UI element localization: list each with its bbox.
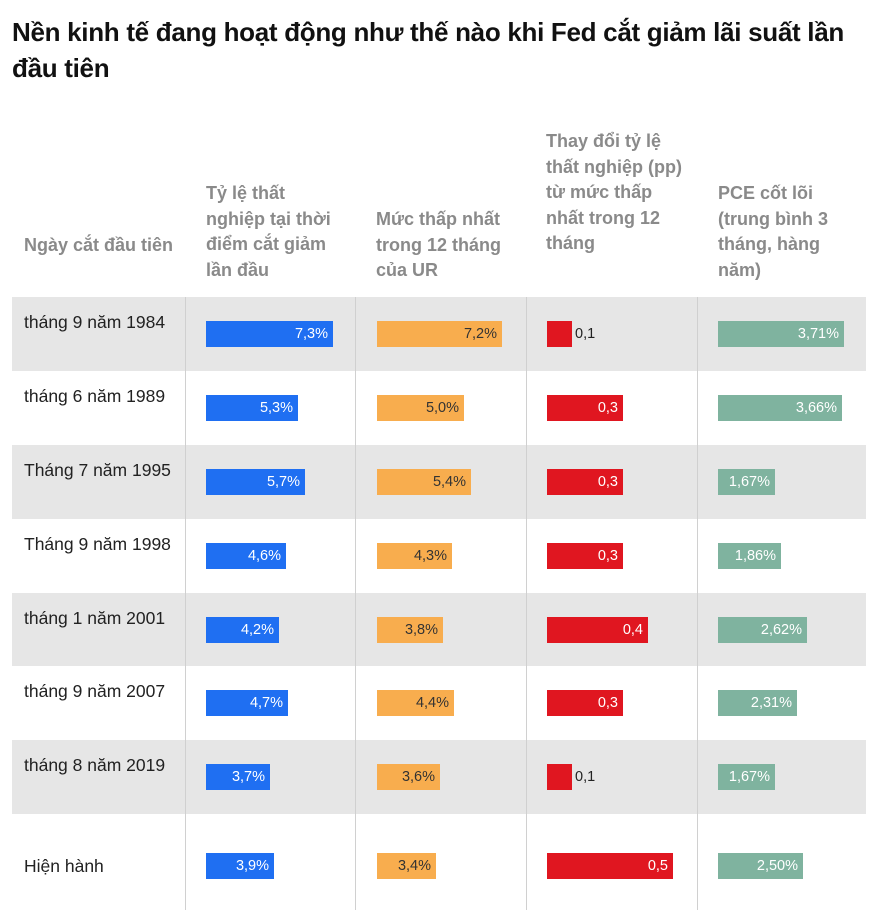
unemployment-value-label: 4,6% — [247, 548, 281, 564]
ur-low-bar — [377, 395, 464, 421]
pce-value-label: 1,86% — [734, 548, 776, 564]
ur-low-value-label: 3,4% — [397, 858, 431, 874]
ur-low-bar — [377, 853, 436, 879]
unemployment-value-label: 4,7% — [249, 695, 283, 711]
unemployment-bar — [206, 321, 333, 347]
row-date-label: tháng 9 năm 1984 — [24, 312, 166, 332]
ur-low-value-label: 4,3% — [413, 548, 447, 564]
column-divider — [355, 297, 356, 910]
change-value-label: 0,3 — [597, 695, 618, 711]
change-value-label: 0,1 — [575, 326, 596, 342]
row-date-label: Hiện hành — [24, 855, 104, 876]
pce-bar — [718, 617, 807, 643]
header-ur-low: Mức thấp nhất trong 12 tháng của UR — [376, 209, 501, 281]
unemployment-bar — [206, 617, 279, 643]
ur-low-bar — [377, 764, 440, 790]
change-value-label: 0,5 — [647, 858, 668, 874]
pce-bar — [718, 543, 781, 569]
change-value-label: 0,3 — [597, 474, 618, 490]
pce-value-label: 3,66% — [795, 400, 837, 416]
ur-low-bar — [377, 543, 452, 569]
unemployment-value-label: 3,7% — [231, 769, 265, 785]
unemployment-bar — [206, 853, 274, 879]
change-value-label: 0,3 — [597, 400, 618, 416]
ur-low-bar — [377, 690, 454, 716]
pce-value-label: 3,71% — [797, 326, 839, 342]
change-bar — [547, 617, 648, 643]
pce-bar — [718, 764, 775, 790]
header-change: Thay đổi tỷ lệ thất nghiệp (pp) từ mức t… — [546, 131, 682, 254]
unemployment-bar — [206, 469, 305, 495]
change-bar — [547, 764, 572, 790]
unemployment-bar — [206, 690, 288, 716]
unemployment-value-label: 4,2% — [240, 622, 274, 638]
row-date-label: tháng 1 năm 2001 — [24, 607, 166, 628]
ur-low-value-label: 7,2% — [463, 326, 497, 342]
unemployment-value-label: 5,3% — [259, 400, 293, 416]
pce-value-label: 1,67% — [728, 474, 770, 490]
row-date-label: tháng 6 năm 1989 — [24, 386, 166, 406]
pce-value-label: 1,67% — [728, 769, 770, 785]
change-value-label: 0,4 — [622, 622, 643, 638]
unemployment-value-label: 7,3% — [294, 326, 328, 342]
change-value-label: 0,1 — [575, 769, 596, 785]
header-pce: PCE cốt lõi (trung bình 3 tháng, hàng nă… — [718, 183, 828, 280]
row-date-label: tháng 8 năm 2019 — [24, 755, 166, 775]
unemployment-bar — [206, 764, 270, 790]
ur-low-bar — [377, 321, 502, 347]
unemployment-value-label: 5,7% — [266, 474, 300, 490]
pce-bar — [718, 469, 775, 495]
pce-value-label: 2,62% — [760, 622, 802, 638]
chart-title: Nền kinh tế đang hoạt động như thế nào k… — [12, 17, 844, 83]
ur-low-value-label: 4,4% — [415, 695, 449, 711]
unemployment-bar — [206, 395, 298, 421]
pce-bar — [718, 853, 803, 879]
ur-low-value-label: 3,6% — [401, 769, 435, 785]
change-bar — [547, 853, 673, 879]
ur-low-value-label: 5,0% — [425, 400, 459, 416]
ur-low-value-label: 3,8% — [404, 622, 438, 638]
pce-bar — [718, 395, 842, 421]
unemployment-value-label: 3,9% — [235, 858, 269, 874]
change-bar — [547, 690, 623, 716]
row-date-label: Tháng 7 năm 1995 — [24, 460, 171, 480]
column-divider — [526, 297, 527, 910]
change-bar — [547, 543, 623, 569]
change-bar — [547, 321, 572, 347]
pce-value-label: 2,50% — [756, 858, 798, 874]
change-bar — [547, 395, 623, 421]
column-divider — [697, 297, 698, 910]
ur-low-bar — [377, 617, 443, 643]
row-date-label: tháng 9 năm 2007 — [24, 681, 166, 701]
change-bar — [547, 469, 623, 495]
pce-value-label: 2,31% — [750, 695, 792, 711]
row-date-label: Tháng 9 năm 1998 — [24, 534, 171, 554]
ur-low-value-label: 5,4% — [432, 474, 466, 490]
pce-bar — [718, 321, 844, 347]
pce-bar — [718, 690, 797, 716]
change-value-label: 0,3 — [597, 548, 618, 564]
header-date: Ngày cắt đầu tiên — [24, 235, 174, 255]
header-unemployment: Tỷ lệ thất nghiệp tại thời điểm cắt giảm… — [206, 183, 331, 280]
column-divider — [185, 297, 186, 910]
unemployment-bar — [206, 543, 286, 569]
ur-low-bar — [377, 469, 471, 495]
